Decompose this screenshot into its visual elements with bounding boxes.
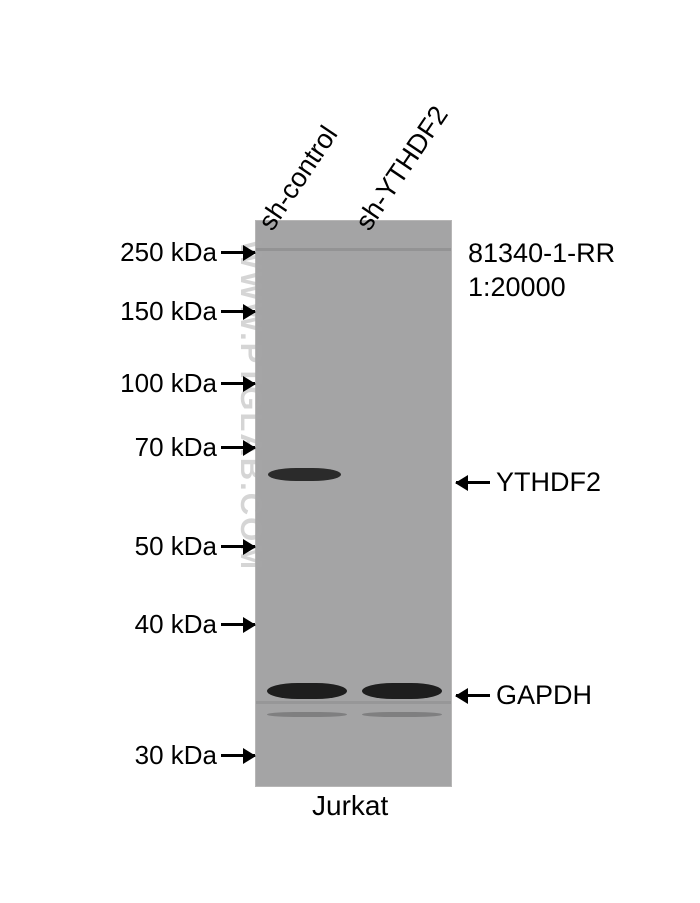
marker-150kda: 150 kDa — [0, 296, 255, 327]
cell-line-text: Jurkat — [312, 790, 388, 821]
band-faint-lane2 — [362, 712, 442, 717]
arrow-right-icon — [221, 382, 255, 385]
lane-label-text: sh-YTHDF2 — [349, 101, 454, 236]
marker-70kda: 70 kDa — [0, 432, 255, 463]
band-label-ythdf2: YTHDF2 — [456, 467, 601, 498]
marker-30kda: 30 kDa — [0, 740, 255, 771]
blot-figure: WWW.PTGLAB.COM sh-control sh-YTHDF2 250 … — [0, 0, 700, 903]
lane-label-text: sh-control — [252, 120, 343, 235]
marker-label: 250 kDa — [120, 237, 217, 268]
antibody-dilution: 1:20000 — [468, 271, 615, 305]
marker-label: 40 kDa — [135, 609, 217, 640]
marker-label: 100 kDa — [120, 368, 217, 399]
marker-label: 150 kDa — [120, 296, 217, 327]
watermark: WWW.PTGLAB.COM — [233, 240, 269, 571]
band-ythdf2-lane1 — [268, 468, 341, 481]
band-faint-lane1 — [267, 712, 347, 717]
marker-250kda: 250 kDa — [0, 237, 255, 268]
arrow-right-icon — [221, 310, 255, 313]
band-gapdh-lane2 — [362, 683, 442, 699]
marker-100kda: 100 kDa — [0, 368, 255, 399]
band-label-gapdh: GAPDH — [456, 680, 592, 711]
watermark-text: WWW.PTGLAB.COM — [234, 240, 269, 571]
membrane-tone — [256, 248, 451, 251]
membrane — [255, 220, 452, 787]
arrow-right-icon — [221, 754, 255, 757]
marker-label: 70 kDa — [135, 432, 217, 463]
antibody-id: 81340-1-RR — [468, 237, 615, 271]
band-gapdh-lane1 — [267, 683, 347, 699]
lane-label-sh-ythdf2: sh-YTHDF2 — [349, 101, 454, 236]
marker-50kda: 50 kDa — [0, 531, 255, 562]
marker-label: 30 kDa — [135, 740, 217, 771]
arrow-left-icon — [456, 481, 490, 484]
band-label-text: GAPDH — [496, 680, 592, 711]
arrow-right-icon — [221, 623, 255, 626]
band-label-text: YTHDF2 — [496, 467, 601, 498]
cell-line-label: Jurkat — [312, 790, 388, 822]
arrow-right-icon — [221, 446, 255, 449]
membrane-tone — [256, 701, 451, 704]
marker-40kda: 40 kDa — [0, 609, 255, 640]
antibody-info: 81340-1-RR 1:20000 — [468, 237, 615, 305]
arrow-right-icon — [221, 545, 255, 548]
lane-label-sh-control: sh-control — [252, 120, 344, 236]
marker-label: 50 kDa — [135, 531, 217, 562]
arrow-right-icon — [221, 251, 255, 254]
arrow-left-icon — [456, 694, 490, 697]
